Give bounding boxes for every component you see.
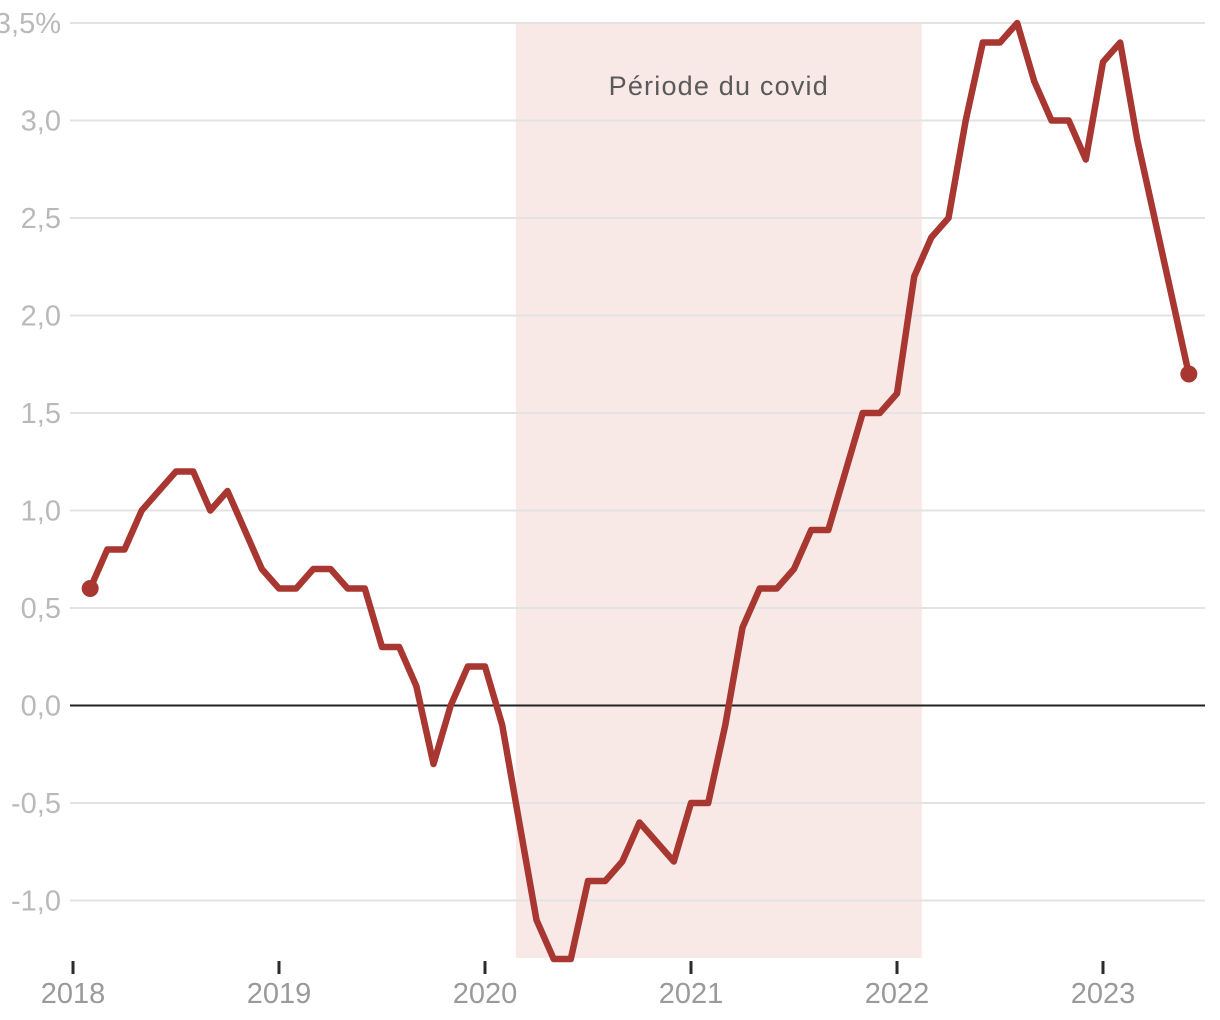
y-axis-tick-label: -1,0 [11,886,61,918]
x-axis-year-label: 2018 [41,978,106,1010]
series-end-dot [1180,365,1198,383]
y-axis-tick-label: 1,5 [21,398,61,430]
x-axis-year-label: 2023 [1071,978,1136,1010]
y-axis-tick-label: 0,5 [21,593,61,625]
y-axis-tick-label: 3,0 [21,106,61,138]
x-axis-year-label: 2022 [865,978,930,1010]
y-axis-tick-label: -0,5 [11,788,61,820]
y-axis-tick-label: 0,0 [21,691,61,723]
x-axis-year-label: 2021 [659,978,724,1010]
y-axis-tick-label: 1,0 [21,496,61,528]
series-start-dot [81,580,99,597]
covid-period-label: Période du covid [609,71,829,101]
x-axis-year-label: 2020 [453,978,518,1010]
covid-period-band [515,24,922,958]
data-line [86,19,1193,963]
y-axis-tick-label: 2,0 [21,301,61,333]
y-axis-tick-label: 2,5 [21,203,61,235]
y-axis-tick-label: 3,5% [0,8,61,40]
x-axis-year-label: 2019 [247,978,312,1010]
